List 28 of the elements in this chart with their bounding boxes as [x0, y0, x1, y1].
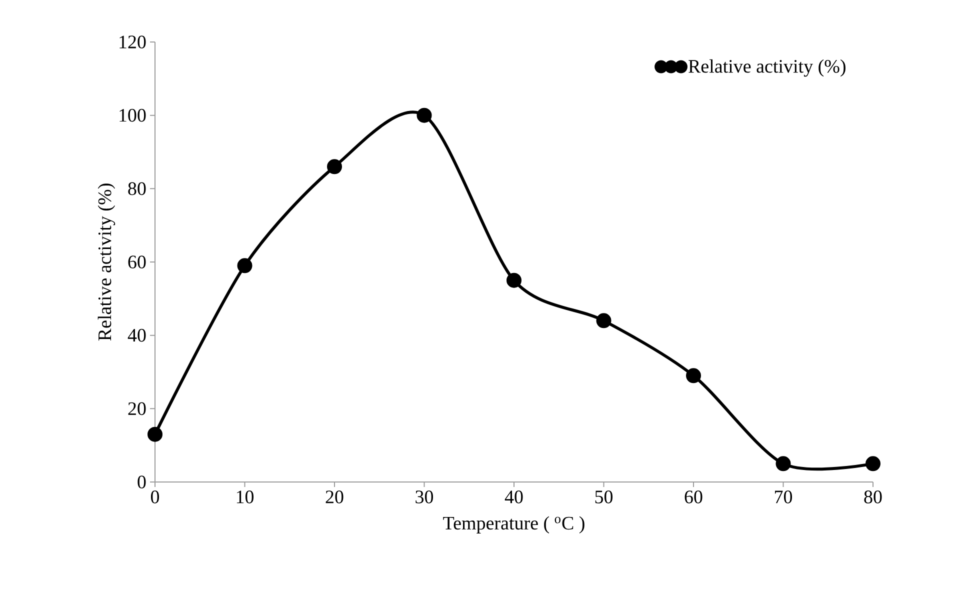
- x-tick-label: 30: [416, 490, 434, 504]
- point: [776, 456, 791, 472]
- x-tick-label: 10: [236, 490, 254, 504]
- x-axis-title: Temperature ( $^{o}$C ): [443, 516, 584, 534]
- point: [686, 368, 702, 384]
- point: [148, 426, 162, 442]
- y-tick-label: 100: [120, 108, 146, 122]
- y-tick-label: 80: [128, 182, 146, 196]
- point: [237, 258, 252, 274]
- point: [866, 456, 880, 472]
- point: [596, 313, 612, 328]
- y-tick-label: 0: [138, 476, 146, 488]
- x-tick-label: 80: [864, 490, 882, 504]
- point: [416, 108, 432, 123]
- point: [506, 272, 522, 288]
- y-tick-label: 60: [128, 256, 146, 268]
- x-tick-label: 20: [326, 490, 344, 504]
- x-tick-label: 0: [150, 490, 160, 504]
- x-tick-label: 70: [775, 490, 792, 504]
- y-tick-label: 120: [120, 36, 146, 48]
- y-tick-label: 20: [128, 402, 146, 416]
- x-tick-label: 50: [595, 490, 613, 504]
- y-tick-label: 40: [128, 328, 146, 342]
- legend-label: Relative activity (%): [688, 59, 846, 77]
- x-tick-label: 40: [504, 490, 523, 504]
- point: [327, 159, 342, 174]
- y-axis-title: Relative activity (%): [98, 184, 116, 341]
- x-tick-label: 60: [684, 490, 702, 504]
